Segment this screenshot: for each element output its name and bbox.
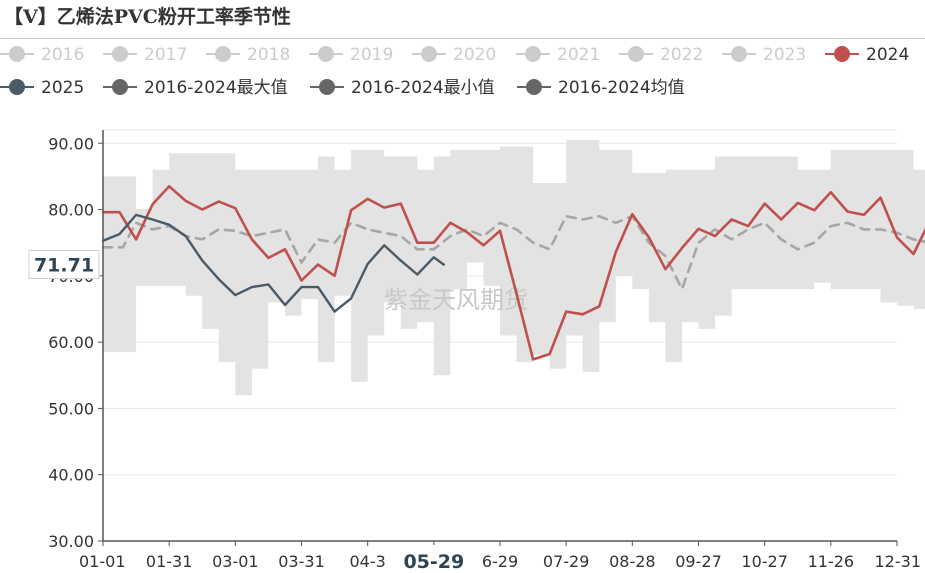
- x-tick-label: 11-26: [808, 552, 855, 571]
- legend-label: 2018: [247, 45, 290, 65]
- legend-item-2016[interactable]: 2016: [0, 45, 84, 65]
- legend-item-2019[interactable]: 2019: [309, 45, 393, 65]
- legend-dot-icon: [318, 46, 334, 62]
- x-tick-label: 03-01: [212, 552, 259, 571]
- legend-label: 2016: [41, 45, 84, 65]
- x-tick-label: 01-31: [146, 552, 193, 571]
- x-pointer-box: [391, 545, 476, 573]
- min-max-band: 紫金天风期货: [103, 139, 925, 396]
- legend-label: 2019: [350, 45, 393, 65]
- y-tick-label: 60.00: [48, 333, 94, 352]
- series-line-2025: [101, 213, 445, 313]
- chart-title: 【V】乙烯法PVC粉开工率季节性: [4, 6, 291, 28]
- legend-item-2023[interactable]: 2023: [722, 45, 806, 65]
- legend-label: 2023: [763, 45, 806, 65]
- watermark-text: 紫金天风期货: [384, 286, 528, 314]
- legend-item-2016-2024[interactable]: 2016-2024最小值: [310, 78, 495, 98]
- legend-label: 2016-2024最小值: [351, 78, 495, 98]
- legend-dot-icon: [9, 46, 25, 62]
- legend-item-2021[interactable]: 2021: [516, 45, 600, 65]
- legend-dot-icon: [525, 46, 541, 62]
- series-line-2024: [101, 185, 925, 361]
- legend-label: 2022: [660, 45, 703, 65]
- series-lines: [101, 185, 925, 361]
- legend-item-2016-2024[interactable]: 2016-2024最大值: [103, 78, 288, 98]
- legend-label: 2021: [557, 45, 600, 65]
- legend-item-2024[interactable]: 2024: [825, 45, 909, 65]
- legend-label: 2017: [144, 45, 187, 65]
- x-tick-label: 04-3: [350, 552, 386, 571]
- legend-label: 2024: [866, 45, 909, 65]
- x-tick-label: 09-27: [675, 552, 722, 571]
- legend-label: 2016-2024均值: [558, 78, 685, 98]
- min-max-area: [103, 139, 925, 396]
- x-tick-label: 6-29: [482, 552, 518, 571]
- legend-dot-icon: [421, 46, 437, 62]
- legend-item-2017[interactable]: 2017: [103, 45, 187, 65]
- series-line-2016-2024-mean: [101, 214, 925, 291]
- x-tick-label: 12-31: [875, 552, 922, 571]
- title-divider: [0, 38, 925, 39]
- legend-item-2022[interactable]: 2022: [619, 45, 703, 65]
- legend-dot-icon: [112, 79, 128, 95]
- legend-item-2025[interactable]: 2025: [0, 78, 84, 98]
- overlay: 71.71 05-29: [28, 250, 476, 573]
- legend-dot-icon: [834, 46, 850, 62]
- legend-label: 2016-2024最大值: [144, 78, 288, 98]
- legend-item-2016-2024[interactable]: 2016-2024均值: [517, 78, 685, 98]
- x-tick-label: 01-01: [79, 552, 126, 571]
- x-tick-label: 03-31: [278, 552, 325, 571]
- legend-label: 2025: [41, 78, 84, 98]
- x-tick-label: 08-28: [609, 552, 656, 571]
- legend-dot-icon: [319, 79, 335, 95]
- legend-label: 2020: [453, 45, 496, 65]
- y-pointer-box: [28, 250, 100, 280]
- legend-dot-icon: [215, 46, 231, 62]
- legend-item-2018[interactable]: 2018: [206, 45, 290, 65]
- y-tick-label: 90.00: [48, 134, 94, 153]
- legend-dot-icon: [526, 79, 542, 95]
- legend-dot-icon: [731, 46, 747, 62]
- legend-item-2020[interactable]: 2020: [412, 45, 496, 65]
- x-pointer-label: 05-29: [403, 551, 464, 573]
- y-tick-label: 50.00: [48, 399, 94, 418]
- legend-dot-icon: [628, 46, 644, 62]
- legend-dot-icon: [112, 46, 128, 62]
- y-pointer-label: 71.71: [34, 255, 94, 277]
- y-tick-label: 30.00: [48, 532, 94, 551]
- y-tick-label: 40.00: [48, 466, 94, 485]
- x-tick-label: 07-29: [543, 552, 590, 571]
- legend[interactable]: 2016 2017 2018 2019 2020 2021 2022 2023 2024 2025…: [0, 45, 909, 98]
- x-tick-label: 10-27: [741, 552, 788, 571]
- y-tick-label: 80.00: [48, 201, 94, 220]
- legend-dot-icon: [9, 79, 25, 95]
